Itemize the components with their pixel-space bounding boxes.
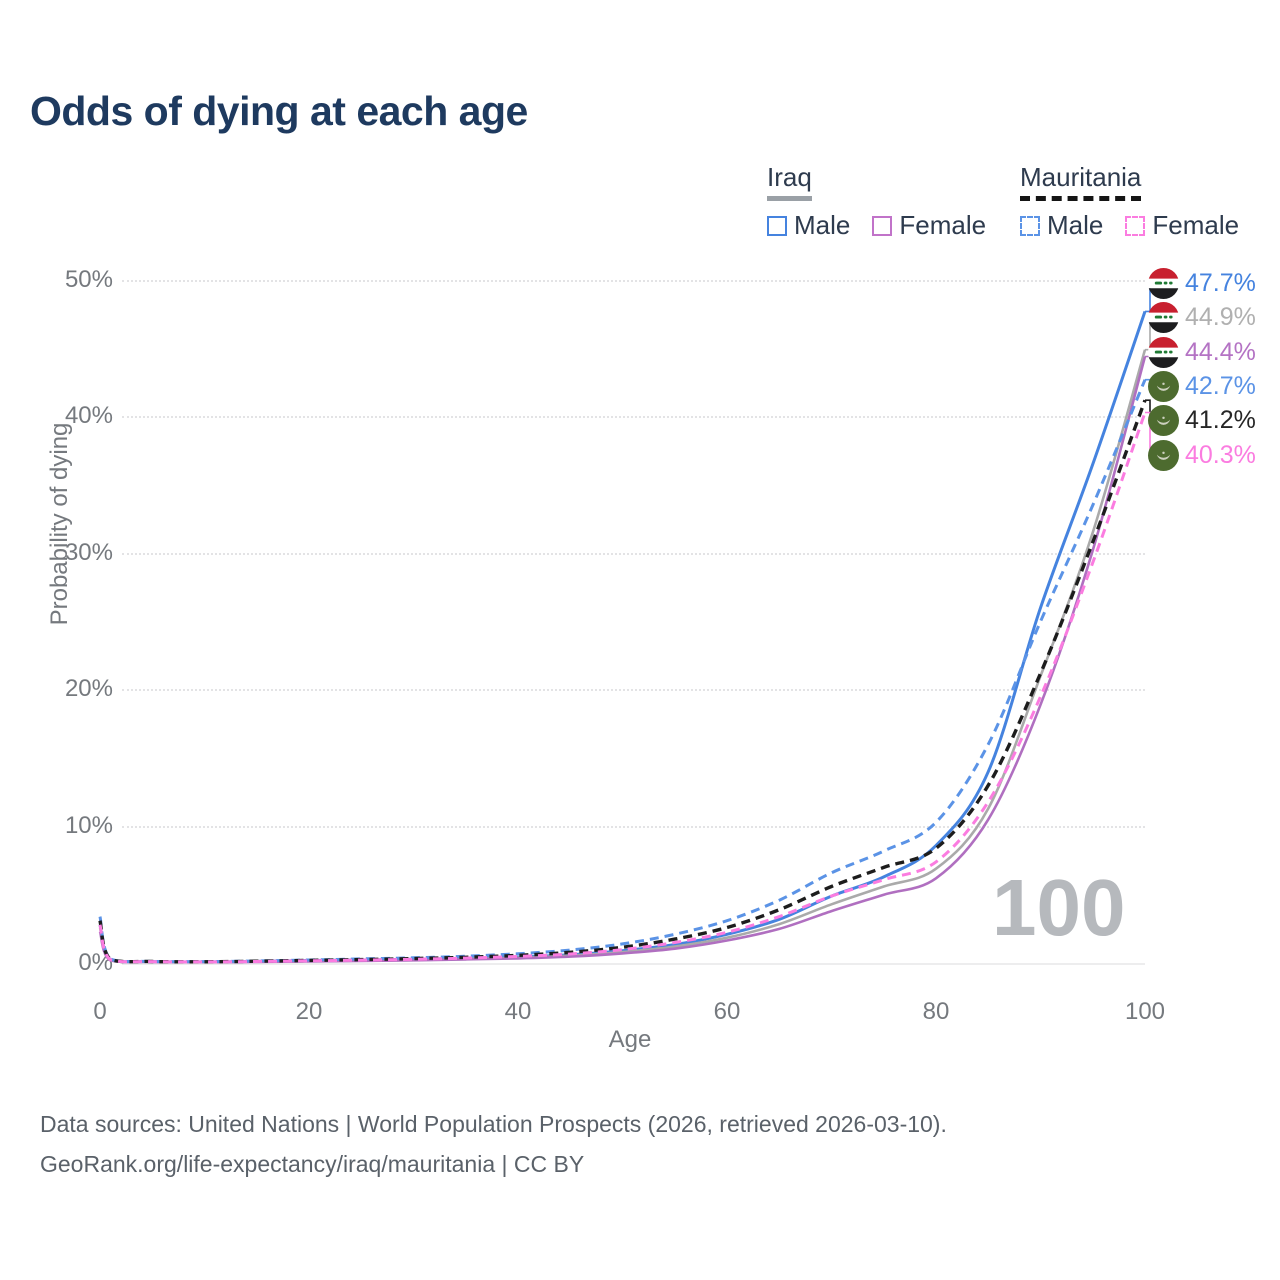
series-line-iraq-female	[98, 356, 1147, 964]
line-chart[interactable]	[85, 270, 1195, 970]
mauritania-flag-icon	[1148, 439, 1179, 471]
age-scrubber-value: 100	[992, 863, 1126, 952]
x-tick-label: 40	[504, 998, 532, 1025]
source-line-1: Data sources: United Nations | World Pop…	[40, 1111, 947, 1137]
end-value-label: 47.7%	[1185, 268, 1256, 297]
y-gridline	[122, 553, 1145, 555]
y-tick-label: 50%	[64, 266, 113, 293]
end-label-row: 44.9%	[1148, 301, 1256, 333]
y-gridline	[122, 280, 1145, 282]
end-value-label: 44.9%	[1185, 302, 1256, 331]
legend-country-mauritania: Mauritania	[1020, 162, 1142, 201]
series-line-mauritania-total	[98, 399, 1147, 964]
source-line-2: GeoRank.org/life-expectancy/iraq/maurita…	[40, 1151, 585, 1177]
legend-item-mauritania-female[interactable]: Female	[1125, 210, 1239, 241]
legend-item-iraq-female[interactable]: Female	[872, 210, 986, 241]
mauritania-flag-icon	[1148, 404, 1179, 436]
series-line-iraq-male	[98, 310, 1147, 964]
end-label-row: 40.3%	[1148, 439, 1256, 471]
legend-label: Male	[794, 210, 851, 240]
y-tick-label: 30%	[64, 539, 113, 566]
end-value-label: 40.3%	[1185, 440, 1256, 469]
x-tick-label: 0	[93, 998, 107, 1025]
x-tick-label: 100	[1124, 998, 1166, 1025]
legend-country-iraq: Iraq	[767, 162, 812, 201]
legend-label: Male	[1047, 210, 1104, 240]
y-tick-label: 10%	[64, 812, 113, 839]
mauritania-female-swatch-icon	[1125, 215, 1146, 236]
iraq-male-swatch-icon	[767, 215, 787, 236]
legend-item-mauritania-male[interactable]: Male	[1020, 210, 1103, 241]
legend-item-iraq-male[interactable]: Male	[767, 210, 850, 241]
iraq-flag-icon	[1148, 301, 1179, 333]
series-line-iraq-total	[98, 349, 1147, 964]
iraq-flag-icon	[1148, 336, 1179, 368]
legend-group-mauritania: Mauritania Male Female	[1020, 162, 1239, 241]
end-label-row: 44.4%	[1148, 336, 1256, 368]
source-attribution: Data sources: United Nations | World Pop…	[40, 1104, 947, 1184]
series-line-mauritania-male	[98, 379, 1147, 964]
x-axis-title: Age	[608, 1026, 652, 1053]
mauritania-flag-icon	[1148, 370, 1179, 402]
y-tick-label: 20%	[64, 675, 113, 702]
end-label-row: 42.7%	[1148, 370, 1256, 402]
iraq-female-swatch-icon	[872, 215, 893, 236]
y-gridline	[122, 963, 1145, 965]
end-value-label: 41.2%	[1185, 405, 1256, 434]
series-line-mauritania-female	[98, 412, 1147, 964]
legend-group-iraq: Iraq Male Female	[767, 162, 986, 241]
end-label-row: 41.2%	[1148, 404, 1256, 436]
y-gridline	[122, 416, 1145, 418]
end-value-label: 42.7%	[1185, 371, 1256, 400]
page-title: Odds of dying at each age	[30, 88, 528, 134]
x-tick-label: 20	[295, 998, 323, 1025]
x-tick-label: 80	[922, 998, 950, 1025]
x-tick-label: 60	[713, 998, 741, 1025]
y-axis-title: Probability of dying	[46, 422, 73, 626]
legend-label: Female	[1152, 210, 1240, 240]
end-label-row: 47.7%	[1148, 267, 1256, 299]
end-value-label: 44.4%	[1185, 337, 1256, 366]
legend-label: Female	[899, 210, 987, 240]
mauritania-male-swatch-icon	[1020, 215, 1040, 236]
iraq-flag-icon	[1148, 267, 1179, 299]
y-tick-label: 40%	[64, 402, 113, 429]
y-gridline	[122, 826, 1145, 828]
y-gridline	[122, 689, 1145, 691]
